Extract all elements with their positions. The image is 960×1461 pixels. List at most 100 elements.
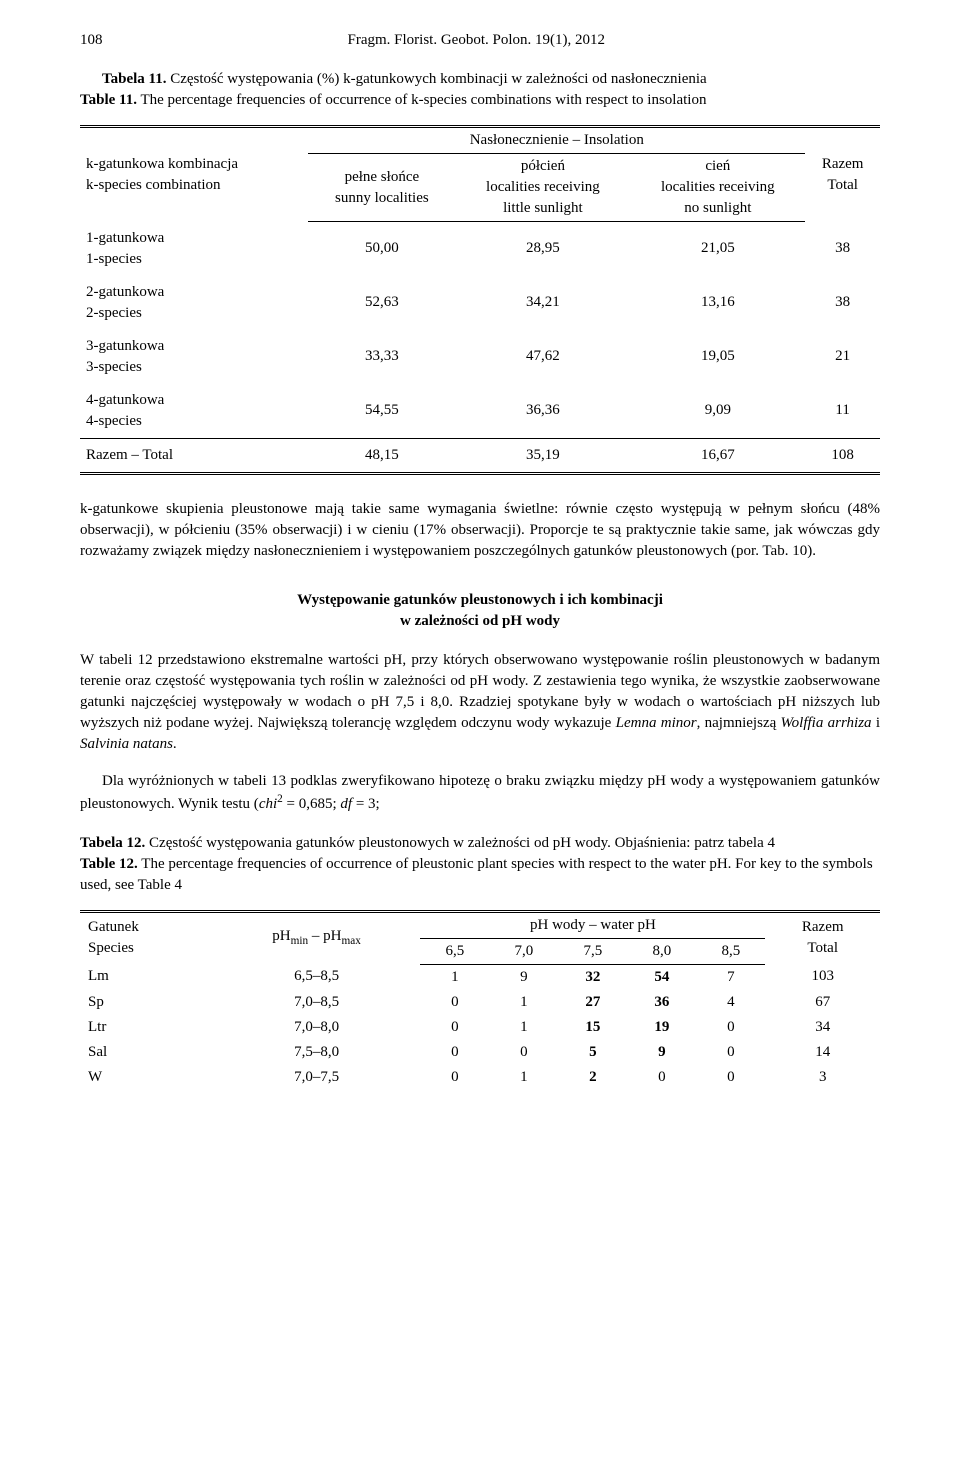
t11-sun-pl: pełne słońce bbox=[345, 169, 420, 185]
row-label-en: 3-species bbox=[86, 359, 142, 375]
t12-species-header: Gatunek Species bbox=[80, 911, 213, 964]
cell-value: 0 bbox=[420, 1015, 489, 1040]
cell-sun: 33,33 bbox=[308, 330, 455, 384]
page-header: 108 Fragm. Florist. Geobot. Polon. 19(1)… bbox=[80, 30, 880, 51]
species-code: Sal bbox=[80, 1040, 213, 1065]
table-row: Sal7,5–8,00059014 bbox=[80, 1040, 880, 1065]
p3-text3: = 3; bbox=[352, 796, 380, 812]
t12-species-en: Species bbox=[88, 940, 134, 956]
cell-value: 0 bbox=[627, 1065, 696, 1090]
row-label-en: 4-species bbox=[86, 413, 142, 429]
cell-sun: 52,63 bbox=[308, 276, 455, 330]
cell-value: 0 bbox=[420, 990, 489, 1015]
row-label-pl: 2-gatunkowa bbox=[86, 284, 164, 300]
ph-range: 6,5–8,5 bbox=[213, 964, 421, 990]
table-row: Lm6,5–8,51932547103 bbox=[80, 964, 880, 990]
ph-level: 7,0 bbox=[489, 938, 558, 964]
row-label-pl: 3-gatunkowa bbox=[86, 338, 164, 354]
table-row: Ltr7,0–8,0011519034 bbox=[80, 1015, 880, 1040]
t12-total-en: Total bbox=[807, 940, 838, 956]
cell-shade: 13,16 bbox=[630, 276, 805, 330]
table-12-caption: Tabela 12. Częstość występowania gatunkó… bbox=[80, 833, 880, 896]
t12-total-pl: Razem bbox=[802, 919, 844, 935]
t11-row-label: 4-gatunkowa 4-species bbox=[80, 384, 308, 439]
table-11: k-gatunkowa kombinacja k-species combina… bbox=[80, 125, 880, 475]
row-label-en: 2-species bbox=[86, 305, 142, 321]
cell-value: 5 bbox=[558, 1040, 627, 1065]
cell-total: 38 bbox=[805, 276, 880, 330]
species-code: W bbox=[80, 1065, 213, 1090]
ph-label: pH bbox=[272, 928, 290, 944]
paragraph-2: W tabeli 12 przedstawiono ekstremalne wa… bbox=[80, 650, 880, 755]
t11-group-header: Nasłonecznienie – Insolation bbox=[308, 127, 805, 154]
sub-max: max bbox=[341, 935, 360, 947]
caption-label-en: Table 11. bbox=[80, 92, 137, 108]
cell-value: 0 bbox=[696, 1015, 765, 1040]
cell-value: 9 bbox=[489, 964, 558, 990]
cell-value: 36 bbox=[627, 990, 696, 1015]
cell-total: 34 bbox=[765, 1015, 880, 1040]
cell-total: 67 bbox=[765, 990, 880, 1015]
cell-total: 14 bbox=[765, 1040, 880, 1065]
ph-mid: – pH bbox=[308, 928, 341, 944]
table-12: Gatunek Species pHmin – pHmax pH wody – … bbox=[80, 910, 880, 1090]
t11-sun-en: sunny localities bbox=[335, 190, 429, 206]
row-label-en: 1-species bbox=[86, 251, 142, 267]
row-label-pl: 1-gatunkowa bbox=[86, 230, 164, 246]
cell-sun: 50,00 bbox=[308, 222, 455, 276]
sub-min: min bbox=[291, 935, 309, 947]
caption-text-pl: Częstość występowania gatunków pleustono… bbox=[145, 835, 775, 851]
ph-level: 8,5 bbox=[696, 938, 765, 964]
cell-total: 108 bbox=[805, 438, 880, 473]
t11-half-en1: localities receiving bbox=[486, 179, 600, 195]
table-row: 1-gatunkowa 1-species 50,00 28,95 21,05 … bbox=[80, 222, 880, 276]
cell-value: 0 bbox=[420, 1065, 489, 1090]
ph-range: 7,0–8,5 bbox=[213, 990, 421, 1015]
t11-row-label: 1-gatunkowa 1-species bbox=[80, 222, 308, 276]
cell-total: 11 bbox=[805, 384, 880, 439]
t11-total-en: Total bbox=[827, 177, 858, 193]
cell-total: 21 bbox=[805, 330, 880, 384]
t11-rowhead-en: k-species combination bbox=[86, 177, 221, 193]
species-name: Salvinia natans bbox=[80, 736, 173, 752]
t11-sun-header: pełne słońce sunny localities bbox=[308, 154, 455, 222]
table-row: Sp7,0–8,5012736467 bbox=[80, 990, 880, 1015]
table-row: 3-gatunkowa 3-species 33,33 47,62 19,05 … bbox=[80, 330, 880, 384]
cell-total: 38 bbox=[805, 222, 880, 276]
cell-value: 1 bbox=[489, 1015, 558, 1040]
cell-value: 9 bbox=[627, 1040, 696, 1065]
cell-value: 2 bbox=[558, 1065, 627, 1090]
cell-value: 32 bbox=[558, 964, 627, 990]
t11-shade-header: cień localities receiving no sunlight bbox=[630, 154, 805, 222]
t12-range-header: pHmin – pHmax bbox=[213, 911, 421, 964]
stat-symbol: chi bbox=[259, 796, 277, 812]
cell-value: 0 bbox=[696, 1040, 765, 1065]
cell-shade: 19,05 bbox=[630, 330, 805, 384]
p2-end: . bbox=[173, 736, 177, 752]
t11-shade-en1: localities receiving bbox=[661, 179, 775, 195]
cell-total: 3 bbox=[765, 1065, 880, 1090]
row-label-pl: 4-gatunkowa bbox=[86, 392, 164, 408]
ph-level: 6,5 bbox=[420, 938, 489, 964]
table-row: 4-gatunkowa 4-species 54,55 36,36 9,09 1… bbox=[80, 384, 880, 439]
cell-value: 27 bbox=[558, 990, 627, 1015]
t11-rowhead: k-gatunkowa kombinacja k-species combina… bbox=[80, 127, 308, 222]
t11-half-pl: półcień bbox=[521, 158, 565, 174]
section-heading-line1: Występowanie gatunków pleustonowych i ic… bbox=[297, 592, 663, 608]
p3-text2: = 0,685; bbox=[283, 796, 341, 812]
cell-value: 15 bbox=[558, 1015, 627, 1040]
cell-half: 34,21 bbox=[455, 276, 630, 330]
t11-row-label: 2-gatunkowa 2-species bbox=[80, 276, 308, 330]
cell-value: 54 bbox=[627, 964, 696, 990]
species-code: Lm bbox=[80, 964, 213, 990]
table-row: 2-gatunkowa 2-species 52,63 34,21 13,16 … bbox=[80, 276, 880, 330]
cell-sun: 48,15 bbox=[308, 438, 455, 473]
caption-text-en: The percentage frequencies of occurrence… bbox=[80, 856, 873, 893]
ph-range: 7,5–8,0 bbox=[213, 1040, 421, 1065]
page-number: 108 bbox=[80, 30, 103, 51]
cell-value: 0 bbox=[420, 1040, 489, 1065]
species-code: Sp bbox=[80, 990, 213, 1015]
t11-rowhead-pl: k-gatunkowa kombinacja bbox=[86, 156, 238, 172]
stat-symbol: df bbox=[340, 796, 352, 812]
t12-species-pl: Gatunek bbox=[88, 919, 139, 935]
